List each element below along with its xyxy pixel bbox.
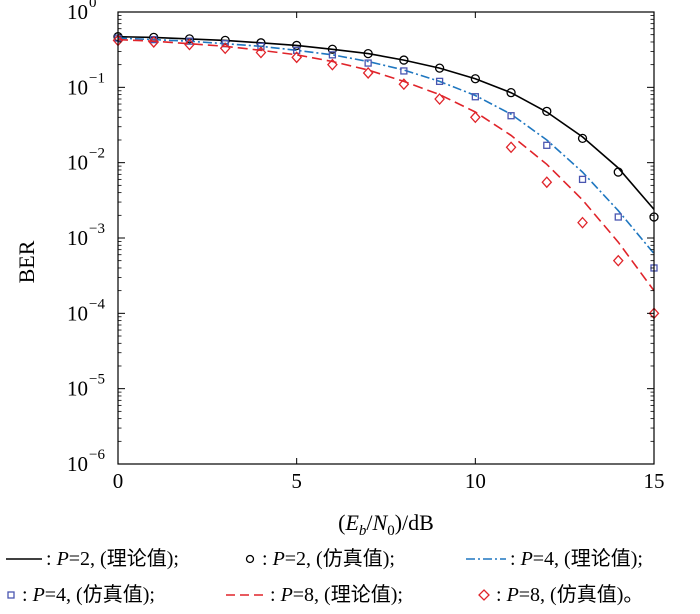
series-point-5 <box>184 38 195 51</box>
legend-entry-p4-sim: : P=4, (仿真值); <box>6 578 226 614</box>
y-tick-label: 10 <box>67 0 88 24</box>
legend-var: P <box>506 584 519 606</box>
legend-sep: : <box>496 584 507 606</box>
legend-var: P <box>520 548 533 570</box>
x-tick-label: 10 <box>465 469 486 493</box>
series-point-3 <box>185 37 194 45</box>
legend-label: =4, (仿真值); <box>44 584 155 606</box>
series-point-5 <box>434 93 445 105</box>
x-tick-label: 5 <box>291 469 302 493</box>
series-point-5 <box>362 67 374 79</box>
series-point-3 <box>543 141 551 149</box>
legend-label: =8, (理论值); <box>292 584 403 606</box>
series-point-1 <box>506 88 516 98</box>
y-tick-label: 10 <box>67 301 88 325</box>
series-point-1 <box>470 74 480 84</box>
x-axis-label: (Eb/N0)/dB <box>338 510 434 539</box>
series-line-0 <box>117 35 655 210</box>
y-tick-exponent: −4 <box>89 296 105 312</box>
legend-var: P <box>280 584 293 606</box>
legend-sep: : <box>46 548 57 570</box>
y-tick-label: 10 <box>67 151 88 175</box>
series-point-3 <box>400 67 408 75</box>
series-point-3 <box>614 213 622 221</box>
series-point-3 <box>471 93 479 101</box>
legend-circle-marker-icon <box>245 554 255 564</box>
x-label-part: )/dB <box>395 510 434 535</box>
series-point-5 <box>505 141 517 154</box>
plot-frame <box>117 11 655 465</box>
y-tick-label: 10 <box>67 377 88 401</box>
legend-square-marker-icon <box>7 591 15 599</box>
legend-sep: : <box>510 548 521 570</box>
x-label-part: ( <box>338 510 345 535</box>
series-point-1 <box>399 55 409 65</box>
legend-row-1: : P=2, (理论值); : P=2, (仿真值); : P=4, (理论值)… <box>0 542 700 578</box>
y-tick-label: 10 <box>67 452 88 476</box>
series-point-3 <box>578 175 587 184</box>
legend-var: P <box>56 548 69 570</box>
series-point-1 <box>542 106 552 116</box>
legend-var: P <box>32 584 45 606</box>
plot-marks <box>112 32 660 320</box>
series-point-3 <box>364 59 372 67</box>
series-point-1 <box>327 44 338 54</box>
y-tick-exponent: −3 <box>89 221 105 237</box>
y-axis-label: BER <box>14 240 39 283</box>
legend-diamond-marker-icon <box>478 589 490 601</box>
series-point-5 <box>541 176 553 189</box>
series-point-1 <box>613 167 623 177</box>
x-tick-label: 0 <box>113 469 124 493</box>
legend-entry-p2-theory: : P=2, (理论值); <box>6 542 246 578</box>
legend-sep: : <box>262 548 273 570</box>
series-point-5 <box>327 58 338 71</box>
series-point-3 <box>435 77 444 86</box>
y-tick-exponent: −6 <box>89 447 105 463</box>
y-tick-label: 10 <box>67 75 88 99</box>
series-point-5 <box>255 46 267 59</box>
x-label-part: b <box>359 523 367 539</box>
series-point-5 <box>469 111 481 124</box>
series-point-1 <box>577 133 588 144</box>
series-point-1 <box>292 40 302 51</box>
series-point-1 <box>434 63 445 73</box>
series-point-1 <box>184 34 195 44</box>
x-label-part: / <box>366 510 373 535</box>
y-tick-exponent: −2 <box>89 146 105 162</box>
y-tick-exponent: −5 <box>89 372 105 388</box>
legend-label: =4, (理论值); <box>532 548 643 570</box>
legend-entry-p4-theory: : P=4, (理论值); <box>466 542 700 578</box>
series-point-5 <box>291 51 303 64</box>
series-point-5 <box>612 254 624 267</box>
series-point-5 <box>398 78 410 91</box>
series-line-2 <box>117 37 655 255</box>
series-point-3 <box>328 51 337 59</box>
y-tick-exponent: 0 <box>89 0 97 11</box>
legend-entry-p8-theory: : P=8, (理论值); <box>226 578 472 614</box>
series-point-1 <box>363 48 373 59</box>
legend-var: P <box>272 548 285 570</box>
x-label-part: 0 <box>387 523 395 539</box>
series-line-4 <box>117 38 655 292</box>
legend-entry-p8-sim: : P=8, (仿真值)。 <box>474 578 700 614</box>
x-label-part: E <box>344 510 359 535</box>
series-point-5 <box>148 36 160 48</box>
legend-sep: : <box>22 584 33 606</box>
legend-entry-p2-sim: : P=2, (仿真值); <box>242 542 462 578</box>
y-tick-label: 10 <box>67 226 88 250</box>
legend-row-2: : P=4, (仿真值); : P=8, (理论值); : P=8, (仿真值)… <box>0 578 700 614</box>
legend-label: =2, (仿真值); <box>284 548 395 570</box>
legend-label: =2, (理论值); <box>68 548 179 570</box>
series-point-5 <box>577 216 588 229</box>
series-point-3 <box>257 42 265 50</box>
x-tick-label: 15 <box>644 469 665 493</box>
y-tick-exponent: −1 <box>89 70 105 86</box>
legend-sep: : <box>270 584 281 606</box>
series-point-3 <box>507 112 515 120</box>
series-point-5 <box>219 42 231 55</box>
legend-label: =8, (仿真值)。 <box>518 584 644 606</box>
x-label-part: N <box>372 510 389 535</box>
